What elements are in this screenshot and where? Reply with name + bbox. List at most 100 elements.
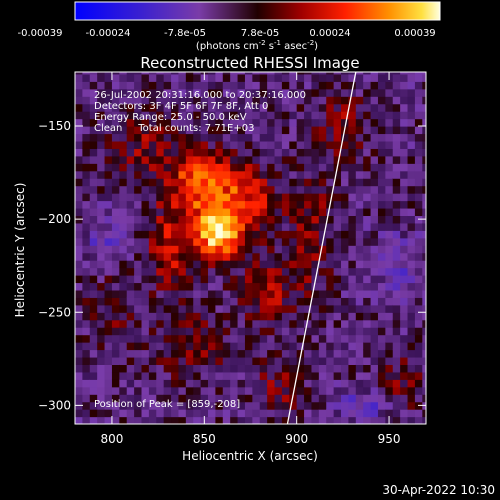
- heatmap-cell: [171, 297, 180, 306]
- heatmap-cell: [171, 267, 180, 276]
- heatmap-cell: [156, 409, 165, 418]
- heatmap-cell: [311, 356, 320, 365]
- heatmap-cell: [193, 275, 202, 284]
- heatmap-cell: [230, 200, 239, 209]
- heatmap-cell: [385, 126, 394, 135]
- heatmap-cell: [111, 111, 120, 120]
- heatmap-cell: [244, 88, 253, 97]
- heatmap-cell: [414, 163, 423, 172]
- heatmap-cell: [304, 379, 313, 388]
- heatmap-cell: [304, 252, 313, 261]
- heatmap-cell: [355, 170, 364, 179]
- heatmap-cell: [296, 245, 305, 254]
- heatmap-cell: [185, 319, 194, 328]
- heatmap-cell: [111, 73, 120, 82]
- heatmap-cell: [104, 118, 113, 127]
- heatmap-cell: [267, 356, 276, 365]
- heatmap-cell: [348, 222, 357, 231]
- heatmap-cell: [215, 111, 224, 120]
- heatmap-cell: [407, 297, 416, 306]
- heatmap-cell: [252, 96, 261, 105]
- heatmap-cell: [215, 327, 224, 336]
- heatmap-cell: [422, 193, 426, 202]
- heatmap-cell: [82, 140, 91, 149]
- heatmap-cell: [392, 215, 401, 224]
- heatmap-cell: [230, 133, 239, 142]
- heatmap-cell: [237, 230, 246, 239]
- heatmap-cell: [289, 81, 298, 90]
- heatmap-cell: [178, 222, 187, 231]
- heatmap-cell: [237, 126, 246, 135]
- heatmap-cell: [75, 237, 83, 246]
- heatmap-cell: [104, 312, 113, 321]
- heatmap-cell: [392, 334, 401, 343]
- heatmap-cell: [134, 401, 143, 410]
- heatmap-cell: [348, 215, 357, 224]
- heatmap-cell: [422, 155, 426, 164]
- heatmap-cell: [215, 185, 224, 194]
- heatmap-cell: [318, 260, 327, 269]
- heatmap-cell: [385, 319, 394, 328]
- heatmap-cell: [111, 170, 120, 179]
- heatmap-cell: [134, 170, 143, 179]
- heatmap-cell: [222, 349, 231, 358]
- heatmap-cell: [97, 282, 106, 291]
- heatmap-cell: [267, 304, 276, 313]
- heatmap-cell: [148, 379, 157, 388]
- heatmap-cell: [377, 140, 386, 149]
- heatmap-cell: [215, 237, 224, 246]
- heatmap-cell: [274, 222, 283, 231]
- heatmap-cell: [134, 245, 143, 254]
- heatmap-cell: [385, 148, 394, 157]
- heatmap-cell: [318, 88, 327, 97]
- heatmap-cell: [304, 193, 313, 202]
- heatmap-cell: [171, 185, 180, 194]
- heatmap-cell: [97, 237, 106, 246]
- heatmap-cell: [134, 230, 143, 239]
- heatmap-cell: [407, 170, 416, 179]
- heatmap-cell: [171, 81, 180, 90]
- heatmap-cell: [348, 386, 357, 395]
- heatmap-cell: [333, 312, 342, 321]
- heatmap-cell: [289, 111, 298, 120]
- heatmap-cell: [171, 245, 180, 254]
- heatmap-cell: [126, 349, 135, 358]
- heatmap-cell: [267, 416, 276, 424]
- heatmap-cell: [89, 207, 98, 217]
- heatmap-cell: [193, 267, 202, 276]
- heatmap-cell: [222, 126, 231, 135]
- heatmap-cell: [200, 342, 209, 351]
- heatmap-cell: [185, 409, 194, 418]
- heatmap-cell: [215, 155, 224, 164]
- heatmap-cell: [392, 245, 401, 254]
- heatmap-cell: [104, 163, 113, 172]
- heatmap-cell: [259, 334, 268, 343]
- heatmap-cell: [134, 103, 143, 112]
- heatmap-cell: [422, 140, 426, 149]
- heatmap-cell: [148, 155, 157, 164]
- heatmap-cell: [267, 118, 276, 127]
- heatmap-cell: [407, 73, 416, 82]
- heatmap-cell: [141, 193, 150, 202]
- heatmap-cell: [252, 371, 261, 380]
- heatmap-cell: [304, 386, 313, 395]
- heatmap-cell: [208, 96, 216, 105]
- heatmap-cell: [148, 386, 157, 395]
- heatmap-cell: [163, 230, 172, 239]
- heatmap-cell: [377, 304, 386, 313]
- heatmap-cell: [134, 409, 143, 418]
- heatmap-cell: [422, 416, 426, 424]
- heatmap-cell: [126, 319, 135, 328]
- heatmap-cell: [326, 289, 335, 298]
- heatmap-cell: [407, 178, 416, 187]
- heatmap-cell: [141, 371, 150, 380]
- heatmap-cell: [400, 72, 409, 75]
- heatmap-cell: [385, 207, 394, 217]
- heatmap-cell: [141, 163, 150, 172]
- heatmap-cell: [407, 252, 416, 261]
- heatmap-cell: [171, 215, 180, 224]
- heatmap-cell: [126, 163, 135, 172]
- heatmap-cell: [134, 178, 143, 187]
- heatmap-cell: [281, 409, 290, 418]
- heatmap-cell: [333, 72, 342, 75]
